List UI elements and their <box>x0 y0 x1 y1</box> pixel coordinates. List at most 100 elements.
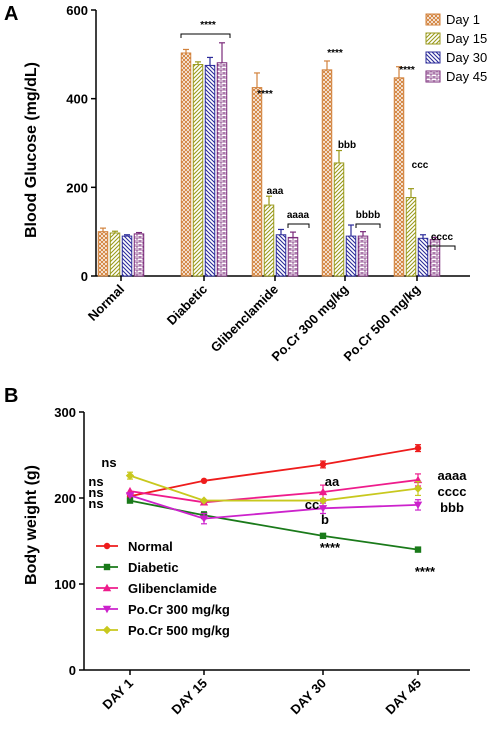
significance-bracket <box>180 33 231 38</box>
significance-label: cccc <box>438 484 467 499</box>
y-tick-label: 200 <box>54 491 76 506</box>
legend-label: Diabetic <box>128 560 179 575</box>
data-point <box>125 471 135 480</box>
series-line <box>129 494 419 520</box>
significance-label: ns <box>88 485 103 500</box>
x-category-label: Po.Cr 500 mg/kg <box>340 281 423 364</box>
series-line <box>129 474 419 502</box>
significance-bracket <box>427 245 456 250</box>
legend-label: Day 45 <box>446 69 487 84</box>
significance-label: **** <box>257 89 273 100</box>
data-point <box>413 484 423 493</box>
data-point <box>103 542 111 550</box>
legend-swatch <box>425 70 441 83</box>
series-line <box>129 479 419 504</box>
x-category-label: DAY 30 <box>287 676 329 718</box>
x-category-label: Normal <box>85 282 127 324</box>
data-point <box>200 477 208 484</box>
x-category-label: Glibenclamide <box>208 282 281 355</box>
significance-label: ns <box>88 474 103 489</box>
bar <box>275 234 287 277</box>
panel-b-ylabel: Body weight (g) <box>23 465 40 585</box>
legend-swatch <box>425 13 441 26</box>
legend-label: Glibenclamide <box>128 581 217 596</box>
bar <box>345 235 357 277</box>
y-tick-label: 0 <box>69 663 76 678</box>
data-point <box>414 444 422 452</box>
data-point <box>413 501 423 510</box>
data-point <box>318 496 328 505</box>
bar <box>393 77 405 277</box>
data-point <box>318 505 328 513</box>
bar <box>333 162 345 277</box>
y-tick-label: 0 <box>81 269 88 284</box>
x-category-label: Po.Cr 300 mg/kg <box>268 281 351 364</box>
bar <box>133 233 145 277</box>
data-point <box>319 532 327 540</box>
data-point <box>102 605 112 614</box>
data-point <box>318 487 328 496</box>
bar <box>263 204 275 277</box>
legend-label: Normal <box>128 539 173 554</box>
x-category-label: DAY 45 <box>382 676 424 718</box>
significance-label: bbb <box>338 140 356 151</box>
significance-label: **** <box>415 564 436 579</box>
y-tick-label: 100 <box>54 577 76 592</box>
significance-bracket <box>287 223 310 228</box>
data-point <box>125 492 135 500</box>
bar <box>109 232 121 277</box>
significance-label: aaaa <box>287 210 310 221</box>
legend-label: Day 1 <box>446 12 480 27</box>
significance-label: aaaa <box>438 468 468 483</box>
bar <box>251 87 263 277</box>
bar <box>216 62 228 277</box>
bar <box>204 64 216 277</box>
significance-label: cc <box>305 497 319 512</box>
legend-label: Day 15 <box>446 31 487 46</box>
legend-swatch <box>425 32 441 45</box>
data-point <box>102 583 112 592</box>
significance-label: b <box>321 512 329 527</box>
bar <box>405 197 417 277</box>
y-tick-label: 600 <box>66 3 88 18</box>
legend-label: Day 30 <box>446 50 487 65</box>
bar <box>429 239 441 277</box>
y-tick-label: 400 <box>66 92 88 107</box>
y-tick-label: 200 <box>66 180 88 195</box>
legend-label: Po.Cr 500 mg/kg <box>128 623 230 638</box>
legend-label: Po.Cr 300 mg/kg <box>128 602 230 617</box>
data-point <box>199 515 209 523</box>
significance-label: bbbb <box>356 210 380 221</box>
legend-swatch <box>425 51 441 64</box>
bar <box>121 235 133 277</box>
significance-label: ns <box>88 496 103 511</box>
significance-label: aa <box>325 474 340 489</box>
data-point <box>414 546 422 553</box>
significance-label: bbb <box>440 500 464 515</box>
significance-bracket <box>355 223 381 228</box>
significance-label: **** <box>399 65 415 76</box>
series-line <box>129 499 419 551</box>
bar <box>192 64 204 277</box>
bar <box>180 52 192 277</box>
x-category-label: Diabetic <box>164 282 210 328</box>
x-category-label: DAY 15 <box>168 676 210 718</box>
significance-label: aaa <box>267 186 284 197</box>
data-point <box>126 497 134 504</box>
panel-b-letter: B <box>4 385 18 407</box>
data-point <box>102 625 112 635</box>
bar <box>357 235 369 277</box>
bar <box>97 231 109 277</box>
bar <box>417 237 429 277</box>
data-point <box>319 461 327 468</box>
significance-label: **** <box>320 540 341 555</box>
x-category-label: DAY 1 <box>99 676 136 713</box>
data-point <box>199 496 209 505</box>
significance-label: ccc <box>412 160 429 171</box>
bar <box>287 236 299 277</box>
bar <box>321 69 333 277</box>
panel-a-ylabel: Blood Glucose (mg/dL) <box>23 62 40 238</box>
